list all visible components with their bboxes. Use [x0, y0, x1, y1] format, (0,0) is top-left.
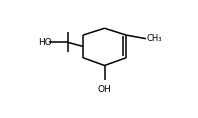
Text: CH₃: CH₃: [147, 34, 162, 43]
Text: OH: OH: [98, 85, 111, 94]
Text: HO: HO: [38, 38, 51, 47]
